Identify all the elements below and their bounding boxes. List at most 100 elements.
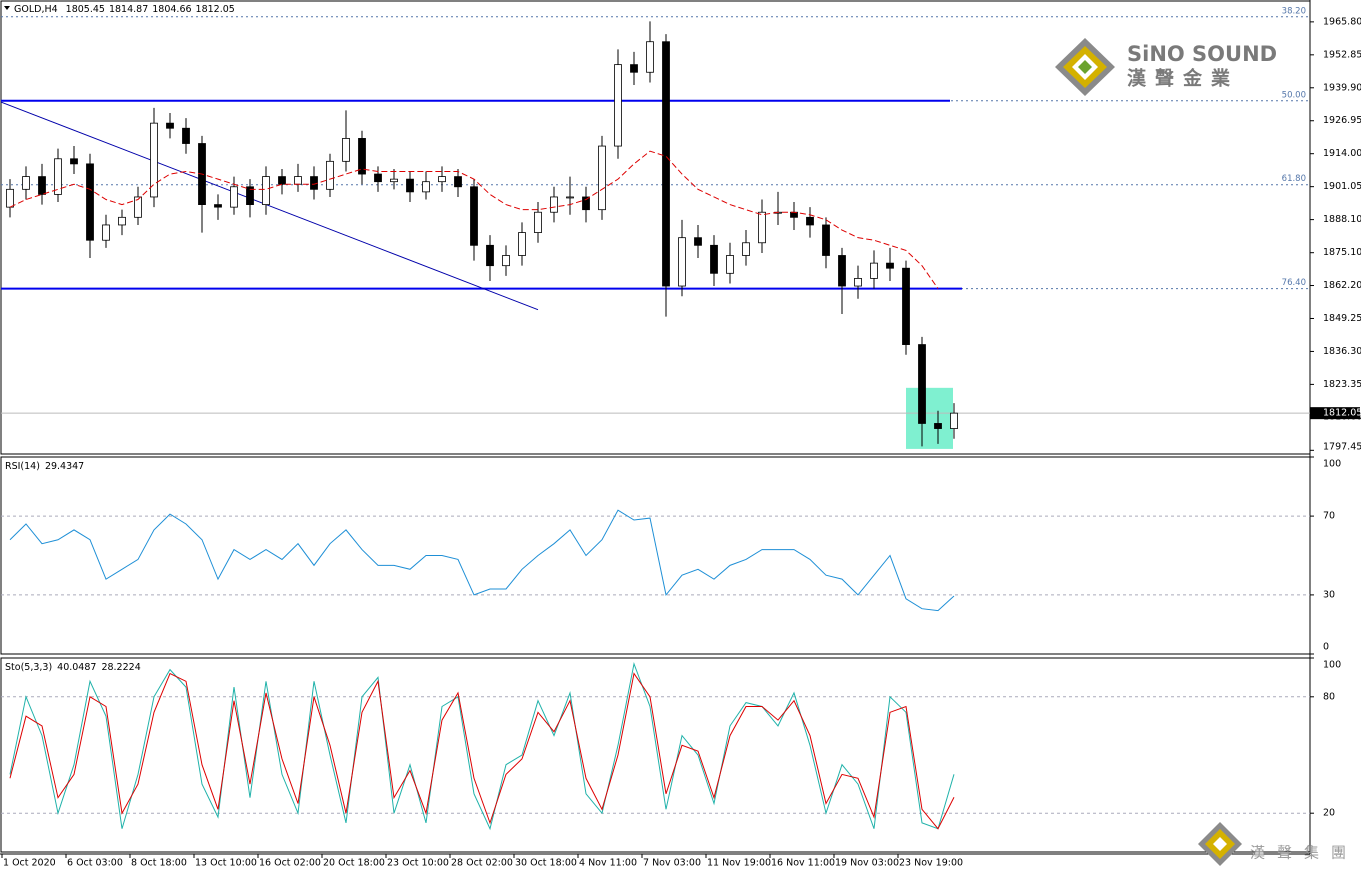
candle-body — [230, 186, 238, 208]
candle-body — [358, 138, 366, 175]
candle-body — [838, 255, 846, 287]
candle-body — [950, 412, 958, 429]
candle-body — [294, 176, 302, 185]
candle-body — [486, 244, 494, 267]
y-tick-label: 1823.35 — [1323, 379, 1361, 390]
candle-body — [678, 237, 686, 287]
x-tick-label: 7 Nov 03:00 — [643, 858, 701, 869]
candle-body — [438, 176, 446, 183]
y-tick-label: 1875.10 — [1323, 247, 1361, 258]
y-tick-label: 1849.25 — [1323, 313, 1361, 324]
brand-name-cn: 漢聲金業 — [1127, 67, 1239, 90]
y-tick-label: 80 — [1323, 691, 1335, 702]
indicator-line — [9, 509, 955, 612]
candle-body — [614, 64, 622, 147]
highlight-box — [906, 387, 953, 449]
candle-body — [86, 163, 94, 241]
x-tick-label: 19 Nov 03:00 — [835, 858, 899, 869]
y-tick-label: 1914.00 — [1323, 148, 1361, 159]
fib-label: 76.40 — [1282, 278, 1306, 288]
indicator-value: 29.4347 — [45, 461, 84, 472]
header-value: 1804.66 — [152, 4, 191, 15]
symbol: GOLD,H4 — [14, 4, 58, 15]
brand-footer: 漢聲集團 — [1250, 844, 1358, 862]
candle-body — [166, 122, 174, 129]
moving-average — [9, 150, 939, 289]
symbol-header: GOLD,H4 1805.45 1814.87 1804.66 1812.05 — [14, 4, 235, 15]
candle-body — [662, 41, 670, 287]
candle-body — [262, 176, 270, 205]
candle-body — [342, 138, 350, 162]
candle-body — [102, 224, 110, 241]
y-tick-label: 0 — [1323, 642, 1329, 653]
fib-label: 38.20 — [1282, 6, 1306, 16]
candle-body — [214, 204, 222, 208]
candle-body — [886, 262, 894, 269]
candle-body — [710, 244, 718, 274]
candle-body — [326, 160, 334, 190]
logo: SiNO SOUND 漢聲金業 漢聲集團 — [1055, 38, 1358, 866]
candle-body — [502, 255, 510, 267]
candle-body — [566, 196, 574, 199]
candle-body — [918, 344, 926, 424]
candle-body — [646, 41, 654, 73]
x-tick-label: 16 Oct 02:00 — [259, 858, 321, 869]
x-tick-label: 20 Oct 18:00 — [323, 858, 385, 869]
panel: 0 30 70 100 RSI(14) 29.4347 — [1, 456, 1341, 655]
candle-body — [38, 176, 46, 195]
fib-label: 61.80 — [1282, 174, 1306, 184]
candle-body — [806, 216, 814, 226]
indicator-value: 28.2224 — [101, 662, 140, 673]
candle-body — [854, 277, 862, 287]
header-value: 1812.05 — [196, 4, 235, 15]
candle-body — [390, 178, 398, 183]
indicator-title: Sto(5,3,3) 40.0487 28.2224 — [5, 662, 141, 673]
candle-body — [822, 224, 830, 256]
indicator-line — [9, 661, 955, 831]
candle-body — [598, 145, 606, 211]
candle-body — [278, 176, 286, 185]
candle-body — [246, 186, 254, 205]
y-tick-label: 30 — [1323, 589, 1335, 600]
y-tick-label: 1888.10 — [1323, 214, 1361, 225]
candle-body — [726, 255, 734, 274]
candle-body — [406, 178, 414, 193]
x-tick-label: 23 Oct 10:00 — [387, 858, 449, 869]
x-tick-label: 11 Nov 19:00 — [707, 858, 771, 869]
x-tick-label: 23 Nov 19:00 — [899, 858, 963, 869]
x-tick-label: 28 Oct 02:00 — [451, 858, 513, 869]
candle-body — [150, 122, 158, 198]
candle-body — [758, 211, 766, 244]
x-tick-label: 30 Oct 18:00 — [515, 858, 577, 869]
y-tick-label: 100 — [1323, 660, 1341, 671]
logo-core — [1078, 60, 1092, 74]
x-tick-label: 8 Oct 18:00 — [131, 858, 187, 869]
y-tick-label: 1836.30 — [1323, 346, 1361, 357]
candle-body — [134, 196, 142, 218]
candle-body — [870, 262, 878, 279]
candle-body — [582, 196, 590, 211]
x-tick-label: 16 Nov 11:00 — [771, 858, 835, 869]
fib-label: 50.00 — [1282, 90, 1306, 100]
header-value: 1814.87 — [109, 4, 148, 15]
candle-body — [518, 232, 526, 256]
panel: 1797.451810.601823.351836.301849.251862.… — [0, 6, 1361, 869]
footer-logo-inner — [1213, 837, 1227, 851]
y-tick-label: 1952.85 — [1323, 49, 1361, 60]
y-tick-label: 1926.95 — [1323, 115, 1361, 126]
indicator-name: Sto(5,3,3) — [5, 662, 52, 673]
candle-body — [630, 64, 638, 73]
candle-body — [422, 181, 430, 193]
current-price-box — [1310, 407, 1360, 420]
candle-body — [22, 176, 30, 190]
y-tick-label: 1939.90 — [1323, 82, 1361, 93]
menu-arrow[interactable] — [4, 6, 10, 10]
y-tick-label: 70 — [1323, 511, 1335, 522]
y-tick-label: 1901.05 — [1323, 181, 1361, 192]
header-value: 1805.45 — [66, 4, 105, 15]
candle-body — [534, 211, 542, 233]
candle-body — [902, 267, 910, 345]
candle-body — [182, 127, 190, 144]
